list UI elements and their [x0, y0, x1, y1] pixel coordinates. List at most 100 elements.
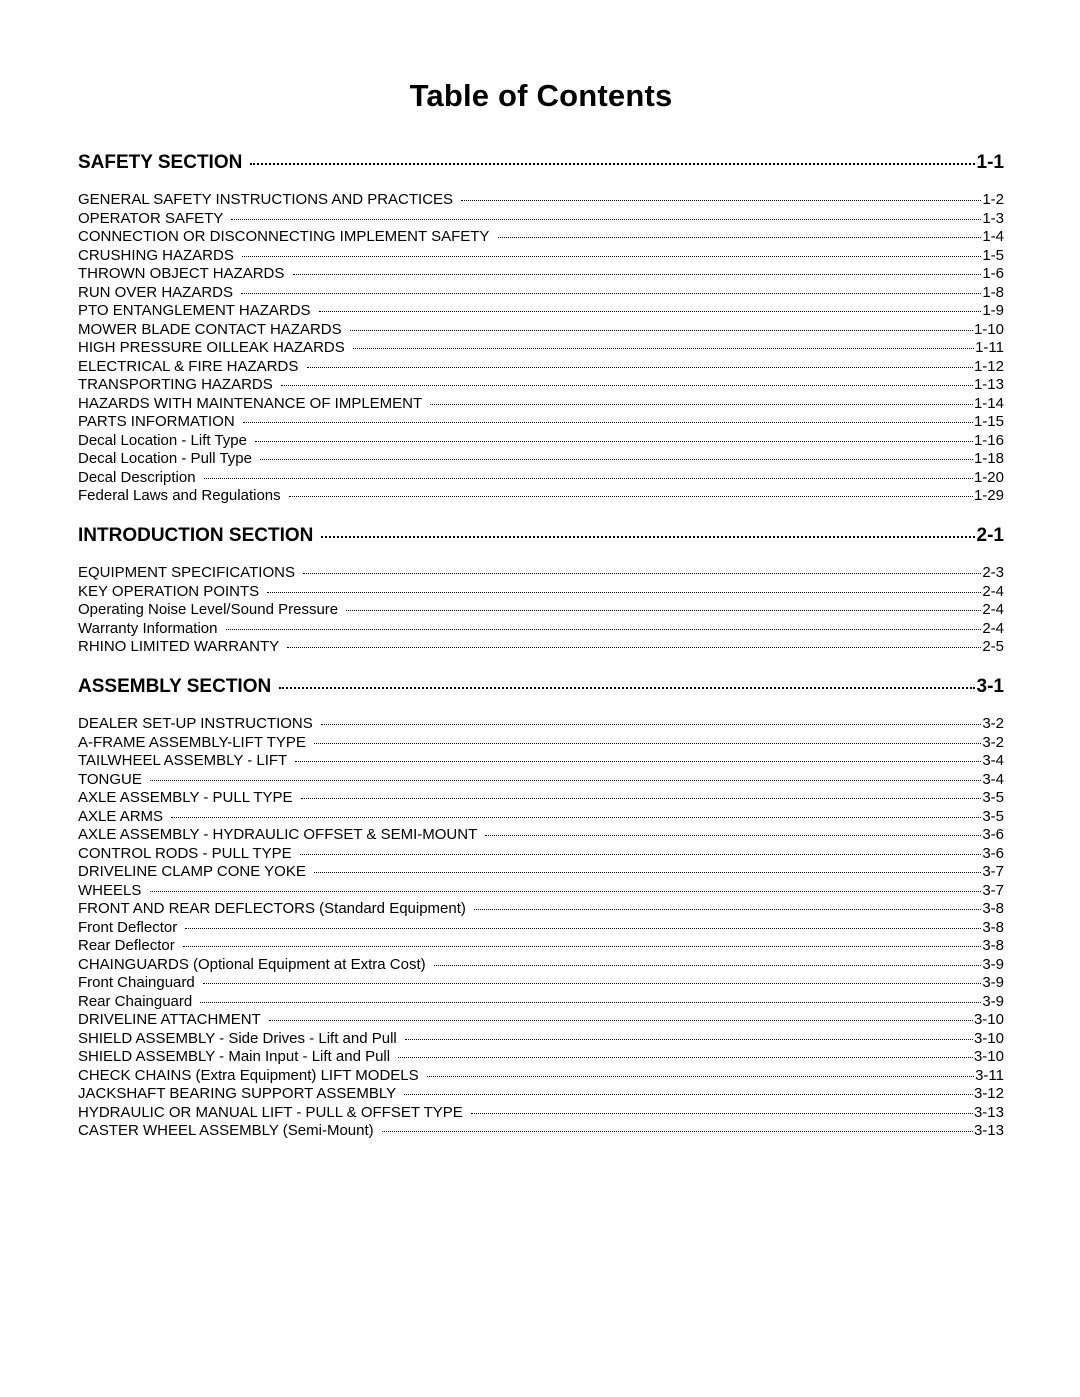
toc-entries: DEALER SET-UP INSTRUCTIONS 3-2A-FRAME AS…: [78, 716, 1004, 1138]
toc-entry-page: 1-20: [974, 470, 1004, 485]
toc-entry: CASTER WHEEL ASSEMBLY (Semi-Mount) 3-13: [78, 1123, 1004, 1138]
toc-entry-label: WHEELS: [78, 883, 146, 898]
toc-entry-page: 3-9: [982, 957, 1004, 972]
toc-entry-label: DEALER SET-UP INSTRUCTIONS: [78, 716, 317, 731]
toc-entry-label: Federal Laws and Regulations: [78, 488, 285, 503]
table-of-contents: SAFETY SECTION 1-1GENERAL SAFETY INSTRUC…: [78, 152, 1004, 1138]
toc-entry-label: HIGH PRESSURE OILLEAK HAZARDS: [78, 340, 349, 355]
toc-entry: TRANSPORTING HAZARDS 1-13: [78, 377, 1004, 392]
toc-leader-dots: [204, 478, 973, 479]
toc-entry: JACKSHAFT BEARING SUPPORT ASSEMBLY 3-12: [78, 1086, 1004, 1101]
toc-entry: PTO ENTANGLEMENT HAZARDS 1-9: [78, 303, 1004, 318]
toc-heading-label: INTRODUCTION SECTION: [78, 525, 319, 547]
toc-entry: RUN OVER HAZARDS 1-8: [78, 285, 1004, 300]
toc-entry-label: CRUSHING HAZARDS: [78, 248, 238, 263]
toc-entry-page: 2-4: [982, 621, 1004, 636]
toc-leader-dots: [243, 422, 973, 423]
toc-entry-page: 1-2: [982, 192, 1004, 207]
toc-entry-label: RUN OVER HAZARDS: [78, 285, 237, 300]
toc-leader-dots: [307, 367, 973, 368]
toc-entry-label: EQUIPMENT SPECIFICATIONS: [78, 565, 299, 580]
toc-entry-page: 3-11: [975, 1068, 1004, 1083]
toc-leader-dots: [281, 385, 973, 386]
toc-leader-dots: [250, 163, 975, 165]
toc-entry-label: CHECK CHAINS (Extra Equipment) LIFT MODE…: [78, 1068, 423, 1083]
page: Table of Contents SAFETY SECTION 1-1GENE…: [0, 0, 1080, 1397]
toc-entry-page: 3-7: [982, 864, 1004, 879]
toc-leader-dots: [461, 200, 981, 201]
toc-entry-page: 3-6: [982, 827, 1004, 842]
toc-entries: EQUIPMENT SPECIFICATIONS 2-3KEY OPERATIO…: [78, 565, 1004, 654]
toc-leader-dots: [303, 573, 981, 574]
toc-entry: Operating Noise Level/Sound Pressure 2-4: [78, 602, 1004, 617]
toc-entry: MOWER BLADE CONTACT HAZARDS 1-10: [78, 322, 1004, 337]
toc-entry-page: 3-5: [982, 790, 1004, 805]
toc-entry: CONNECTION OR DISCONNECTING IMPLEMENT SA…: [78, 229, 1004, 244]
toc-leader-dots: [293, 274, 982, 275]
toc-entry-label: TAILWHEEL ASSEMBLY - LIFT: [78, 753, 291, 768]
toc-leader-dots: [150, 891, 982, 892]
toc-leader-dots: [279, 687, 975, 689]
toc-entry-label: Operating Noise Level/Sound Pressure: [78, 602, 342, 617]
toc-entry-label: HAZARDS WITH MAINTENANCE OF IMPLEMENT: [78, 396, 426, 411]
toc-leader-dots: [346, 610, 981, 611]
toc-leader-dots: [427, 1076, 974, 1077]
toc-entry-page: 3-10: [974, 1031, 1004, 1046]
toc-leader-dots: [200, 1002, 981, 1003]
toc-section-heading: ASSEMBLY SECTION 3-1: [78, 676, 1004, 698]
toc-entry-label: CONNECTION OR DISCONNECTING IMPLEMENT SA…: [78, 229, 494, 244]
toc-entry-page: 2-4: [982, 584, 1004, 599]
toc-leader-dots: [319, 311, 982, 312]
toc-entry: CONTROL RODS - PULL TYPE 3-6: [78, 846, 1004, 861]
toc-leader-dots: [185, 928, 981, 929]
toc-entry-label: RHINO LIMITED WARRANTY: [78, 639, 283, 654]
toc-heading-page: 3-1: [977, 676, 1004, 698]
toc-entry: OPERATOR SAFETY 1-3: [78, 211, 1004, 226]
toc-entry-label: Front Deflector: [78, 920, 181, 935]
toc-leader-dots: [405, 1039, 973, 1040]
toc-leader-dots: [498, 237, 982, 238]
toc-entry-page: 3-8: [982, 938, 1004, 953]
toc-entry-label: Front Chainguard: [78, 975, 199, 990]
toc-entry-label: CONTROL RODS - PULL TYPE: [78, 846, 296, 861]
toc-leader-dots: [255, 441, 973, 442]
toc-heading-label: SAFETY SECTION: [78, 152, 248, 174]
toc-entry: Front Chainguard 3-9: [78, 975, 1004, 990]
toc-entry-page: 2-4: [982, 602, 1004, 617]
toc-entry-label: ELECTRICAL & FIRE HAZARDS: [78, 359, 303, 374]
toc-entry-page: 1-14: [974, 396, 1004, 411]
toc-entry-label: KEY OPERATION POINTS: [78, 584, 263, 599]
toc-leader-dots: [350, 330, 973, 331]
toc-entry: Decal Description 1-20: [78, 470, 1004, 485]
toc-entry-label: AXLE ARMS: [78, 809, 167, 824]
toc-entry-page: 1-3: [982, 211, 1004, 226]
toc-entry-label: PARTS INFORMATION: [78, 414, 239, 429]
toc-entry: WHEELS 3-7: [78, 883, 1004, 898]
toc-entry: TONGUE 3-4: [78, 772, 1004, 787]
toc-leader-dots: [314, 872, 981, 873]
toc-entry-page: 3-7: [982, 883, 1004, 898]
toc-entry: CRUSHING HAZARDS 1-5: [78, 248, 1004, 263]
toc-entry: HAZARDS WITH MAINTENANCE OF IMPLEMENT 1-…: [78, 396, 1004, 411]
toc-entry: A-FRAME ASSEMBLY-LIFT TYPE 3-2: [78, 735, 1004, 750]
toc-leader-dots: [226, 629, 982, 630]
toc-entry-label: DRIVELINE CLAMP CONE YOKE: [78, 864, 310, 879]
toc-entry-label: GENERAL SAFETY INSTRUCTIONS AND PRACTICE…: [78, 192, 457, 207]
toc-entry-label: Rear Deflector: [78, 938, 179, 953]
toc-entry-page: 1-29: [974, 488, 1004, 503]
toc-entry-page: 3-6: [982, 846, 1004, 861]
toc-entry: ELECTRICAL & FIRE HAZARDS 1-12: [78, 359, 1004, 374]
toc-entry: Federal Laws and Regulations 1-29: [78, 488, 1004, 503]
toc-entry-label: FRONT AND REAR DEFLECTORS (Standard Equi…: [78, 901, 470, 916]
toc-entry: THROWN OBJECT HAZARDS 1-6: [78, 266, 1004, 281]
toc-entry-page: 1-11: [975, 340, 1004, 355]
toc-entry-label: OPERATOR SAFETY: [78, 211, 227, 226]
toc-entry-label: DRIVELINE ATTACHMENT: [78, 1012, 265, 1027]
toc-entry-label: Rear Chainguard: [78, 994, 196, 1009]
toc-leader-dots: [231, 219, 981, 220]
toc-entry: Decal Location - Lift Type 1-16: [78, 433, 1004, 448]
toc-entry-page: 3-2: [982, 735, 1004, 750]
toc-entry-label: Decal Description: [78, 470, 200, 485]
toc-heading-page: 2-1: [977, 525, 1004, 547]
toc-entry-page: 1-10: [974, 322, 1004, 337]
